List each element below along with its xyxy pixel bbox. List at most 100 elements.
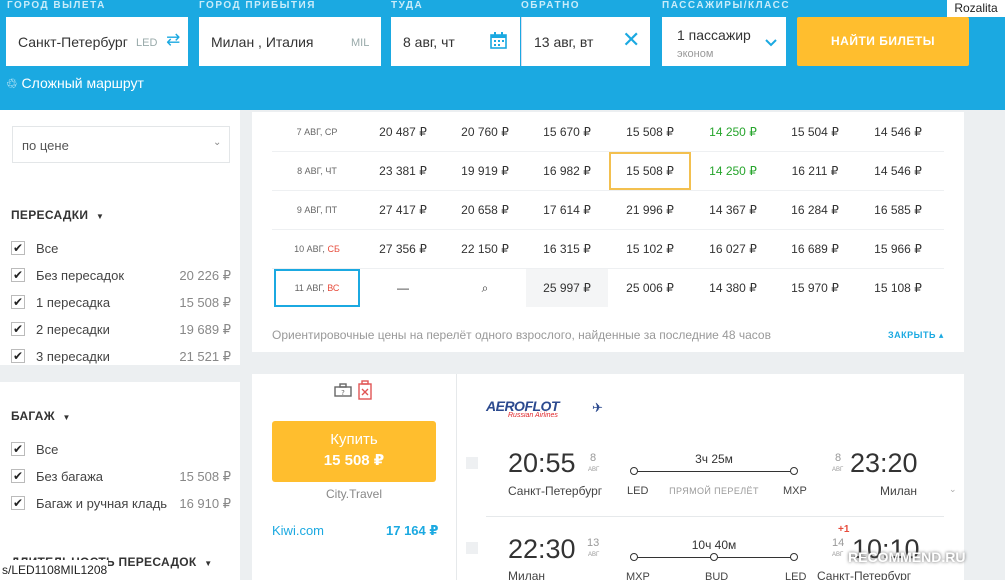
sort-select[interactable]: по цене ⌄ [12,126,230,163]
filter-option[interactable]: ✔ Все [11,240,231,258]
price-cell[interactable]: 17 614 ₽ [543,203,591,217]
price-matrix: 7 АВГ, СР 20 487 ₽ 20 760 ₽ 15 670 ₽ 15 508 … [252,112,964,352]
price-cell[interactable]: 15 508 ₽ [626,125,674,139]
price-cell[interactable]: 15 670 ₽ [543,125,591,139]
segment-divider [486,516,944,517]
price-cell[interactable]: 14 250 ₽ [709,125,757,139]
checkbox[interactable]: ✔ [11,349,25,363]
filter-option-price: 20 226 ₽ [176,268,231,284]
agency-name: City.Travel [325,487,382,501]
price-cell[interactable]: 25 997 ₽ [526,269,608,307]
filter-option-label: 3 пересадки [36,349,110,364]
segment-checkbox[interactable] [466,542,478,554]
price-cell[interactable]: 15 508 ₽ [609,152,691,190]
seg1-duration: 3ч 25м [695,452,733,466]
price-cell[interactable]: 15 108 ₽ [874,281,922,295]
caret-down-icon: ▼ [204,559,213,568]
price-cell[interactable]: 21 996 ₽ [626,203,674,217]
price-cell[interactable]: 14 546 ₽ [874,164,922,178]
row-weekday: СР [324,127,338,137]
price-cell[interactable]: 20 658 ₽ [461,203,509,217]
ticket-card[interactable]: ? Купить 15 508 ₽ City.Travel Kiwi.com 1… [252,374,964,580]
close-matrix-link[interactable]: ЗАКРЫТЬ ▴ [888,330,944,340]
price-cell[interactable]: 25 006 ₽ [626,281,674,295]
filter-option[interactable]: ✔ Без пересадок 20 226 ₽ [11,267,231,285]
route-dot [630,553,638,561]
matrix-row-date[interactable]: 10 АВГ, СБ [274,230,360,268]
checkbox[interactable]: ✔ [11,322,25,336]
baggage-filter-title[interactable]: БАГАЖ ▼ [11,409,71,423]
row-date: 8 АВГ, [297,166,323,176]
seg1-arr-city: Милан [880,484,918,498]
price-cell[interactable]: 16 689 ₽ [791,242,839,256]
price-cell[interactable]: 14 380 ₽ [709,281,757,295]
price-cell[interactable]: 16 982 ₽ [543,164,591,178]
return-date-field[interactable]: 13 авг, вт ✕ [521,17,650,66]
checkbox[interactable]: ✔ [11,268,25,282]
matrix-row-date[interactable]: 11 АВГ, ВС [274,269,360,307]
filter-option[interactable]: ✔ 2 пересадки 19 689 ₽ [11,321,231,339]
price-cell[interactable]: 15 102 ₽ [626,242,674,256]
alt-agency-link[interactable]: Kiwi.com [272,523,325,538]
price-cell[interactable]: 27 417 ₽ [379,203,427,217]
search-icon[interactable]: ⌕ [481,281,489,295]
price-cell[interactable]: 20 487 ₽ [379,125,427,139]
calendar-icon[interactable] [490,32,507,52]
complex-route-link[interactable]: ♲ Сложный маршрут [6,75,144,92]
seg2-dep-time: 22:30 [508,534,576,564]
price-cell[interactable]: 16 315 ₽ [543,242,591,256]
origin-field[interactable]: Санкт-Петербург LED ⇄ [6,17,188,66]
alt-agency-price[interactable]: 17 164 ₽ [386,523,439,538]
price-cell[interactable]: 20 760 ₽ [461,125,509,139]
return-date-value: 13 авг, вт [534,34,594,50]
filter-option[interactable]: ✔ Багаж и ручная кладь 16 910 ₽ [11,495,231,513]
price-cell[interactable]: 23 381 ₽ [379,164,427,178]
route-dot [790,467,798,475]
matrix-row-date[interactable]: 9 АВГ, ПТ [274,191,360,229]
price-cell[interactable]: 22 150 ₽ [461,242,509,256]
filter-option[interactable]: ✔ Без багажа 15 508 ₽ [11,468,231,486]
destination-field[interactable]: Милан , Италия MIL [199,17,381,66]
segment-checkbox[interactable] [466,457,478,469]
price-cell[interactable]: 16 284 ₽ [791,203,839,217]
buy-label: Купить [330,431,378,448]
seg2-arr-city: Санкт-Петербург [817,569,912,580]
price-cell[interactable]: 14 367 ₽ [709,203,757,217]
matrix-row-date[interactable]: 8 АВГ, ЧТ [274,152,360,190]
price-cell[interactable]: 14 250 ₽ [709,164,757,178]
filter-option-label: 2 пересадки [36,322,110,337]
filter-option[interactable]: ✔ Все [11,441,231,459]
seg1-arr-code: MXP [783,485,807,497]
price-cell[interactable]: 19 919 ₽ [461,164,509,178]
no-baggage-icon [358,380,372,405]
seg1-dep-day: 8 [590,452,597,464]
price-cell[interactable]: 15 504 ₽ [791,125,839,139]
price-cell[interactable]: 15 970 ₽ [791,281,839,295]
price-cell[interactable]: 16 211 ₽ [791,164,839,178]
checkbox[interactable]: ✔ [11,241,25,255]
seg1-flight-type: ПРЯМОЙ ПЕРЕЛЁТ [669,486,759,496]
price-cell[interactable]: — [397,281,409,295]
price-cell[interactable]: 16 585 ₽ [874,203,922,217]
checkbox[interactable]: ✔ [11,442,25,456]
seg1-dep-code: LED [627,485,649,497]
swap-icon[interactable]: ⇄ [166,30,181,49]
matrix-row-date[interactable]: 7 АВГ, СР [274,113,360,151]
search-button[interactable]: НАЙТИ БИЛЕТЫ [797,17,969,66]
checkbox[interactable]: ✔ [11,469,25,483]
filter-option[interactable]: ✔ 1 пересадка 15 508 ₽ [11,294,231,312]
price-cell[interactable]: 15 966 ₽ [874,242,922,256]
price-cell[interactable]: 27 356 ₽ [379,242,427,256]
depart-date-field[interactable]: 8 авг, чт [391,17,520,66]
buy-button[interactable]: Купить 15 508 ₽ [272,421,436,482]
checkbox[interactable]: ✔ [11,496,25,510]
price-cell[interactable]: 14 546 ₽ [874,125,922,139]
passengers-field[interactable]: 1 пассажир эконом [662,17,786,66]
price-cell[interactable]: 16 027 ₽ [709,242,757,256]
filter-option[interactable]: ✔ 3 пересадки 21 521 ₽ [11,348,231,366]
chevron-down-icon[interactable]: ⌄ [949,484,957,494]
checkbox[interactable]: ✔ [11,295,25,309]
clear-icon[interactable]: ✕ [622,27,641,52]
transfers-filter-title[interactable]: ПЕРЕСАДКИ ▼ [11,208,104,222]
seg2-arr-time: 10:10 [852,534,920,564]
